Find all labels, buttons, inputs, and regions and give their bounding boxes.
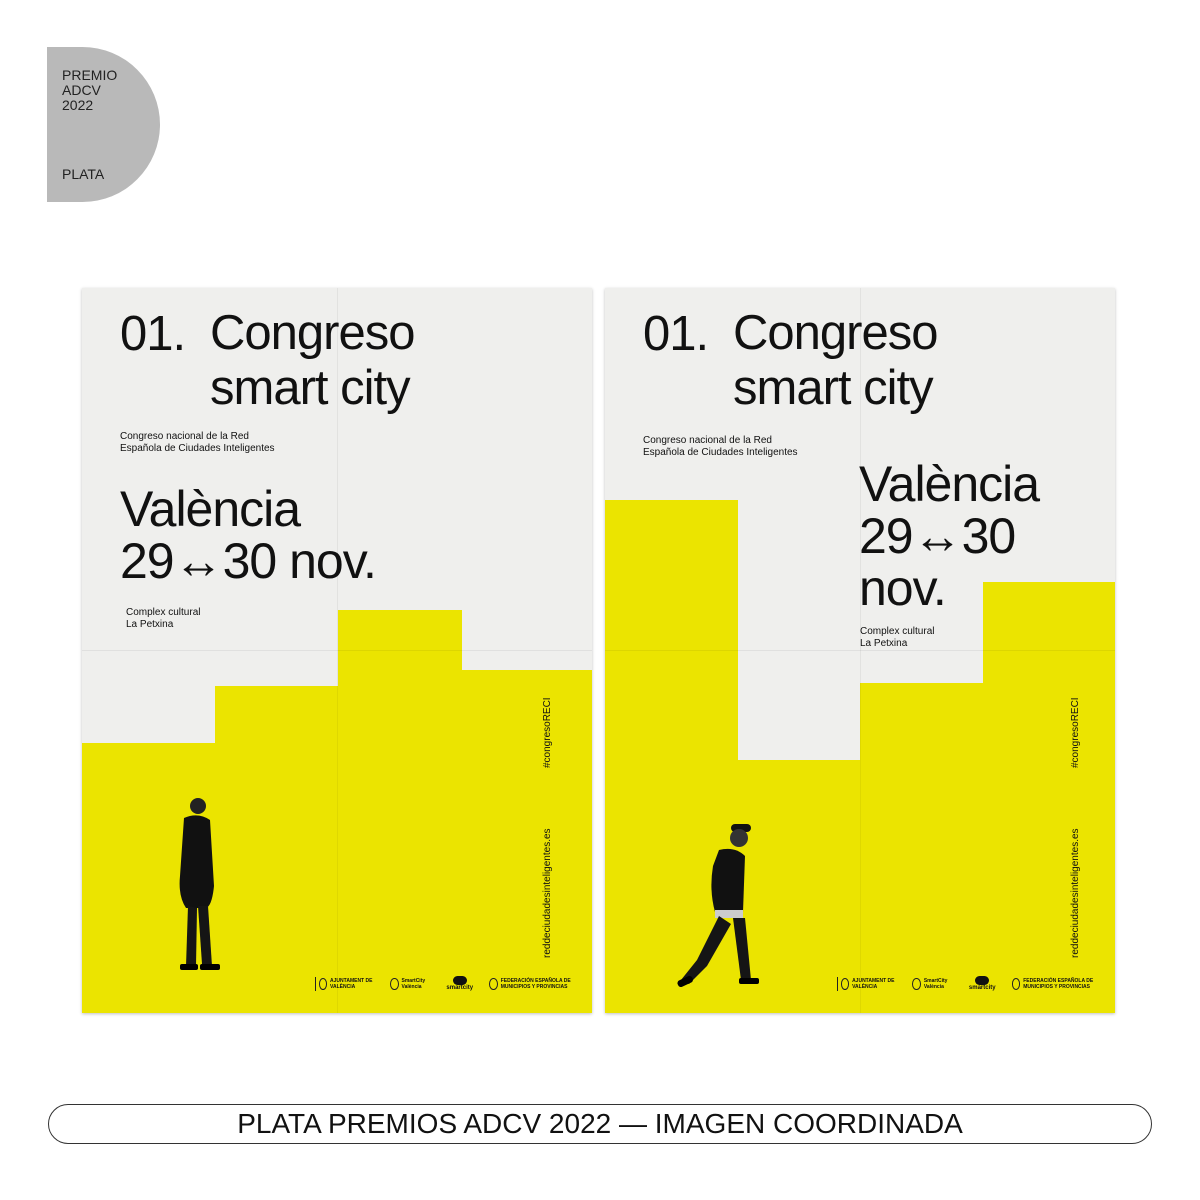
- badge-line-2: ADCV: [62, 82, 101, 98]
- badge-line-1: PREMIO: [62, 67, 118, 83]
- event-dates: 29↔30 nov.: [120, 533, 377, 589]
- gear-icon: [390, 977, 399, 990]
- hashtag-vertical: #congresoRECI: [1070, 697, 1081, 768]
- fold-line: [605, 650, 1115, 651]
- venue-line-1: Complex cultural: [860, 626, 935, 637]
- hashtag-vertical: #congresoRECI: [542, 697, 553, 768]
- star-ring-icon: [1011, 977, 1021, 990]
- poster-title: Congreso smart city: [733, 306, 938, 416]
- city-name: València: [120, 481, 301, 537]
- title-line-1: Congreso: [210, 306, 415, 360]
- logo-femp: FEDERACIÓN ESPAÑOLA DE MUNICIPIOS Y PROV…: [489, 977, 592, 990]
- venue-line-1: Complex cultural: [126, 607, 201, 618]
- logo-smartcity: smartcity: [446, 976, 473, 991]
- venue: Complex cultural La Petxina: [126, 607, 200, 631]
- title-line-1: Congreso: [733, 306, 938, 360]
- badge-level: PLATA: [62, 166, 105, 182]
- website-vertical: reddeciudadesinteligentes.es: [542, 828, 553, 958]
- award-badge: PREMIO ADCV 2022 PLATA: [47, 47, 160, 202]
- partner-logos: AJUNTAMENT DE VALÈNCIA SmartCity Valènci…: [837, 976, 1115, 991]
- logo-ajuntament: AJUNTAMENT DE VALÈNCIA: [315, 976, 374, 991]
- shield-icon: [318, 977, 328, 990]
- congress-number: 01.: [120, 307, 186, 361]
- poster-title: Congreso smart city: [210, 306, 415, 416]
- poster-right: 01. Congreso smart city Congreso naciona…: [605, 288, 1115, 1013]
- shield-icon: [840, 977, 850, 990]
- subtitle-line-2: Española de Ciudades Inteligentes: [643, 447, 798, 458]
- title-line-2: smart city: [733, 361, 934, 415]
- venue-line-2: La Petxina: [126, 619, 174, 630]
- logo-femp: FEDERACIÓN ESPAÑOLA DE MUNICIPIOS Y PROV…: [1011, 977, 1115, 990]
- logo-smartcity-valencia: SmartCity València: [912, 977, 953, 990]
- poster-city-dates: València 29↔30 nov.: [120, 481, 377, 589]
- partner-logos: AJUNTAMENT DE VALÈNCIA SmartCity Valènci…: [315, 976, 592, 991]
- standing-man-figure: [179, 798, 220, 970]
- yellow-step-1: [215, 686, 592, 746]
- yellow-step-2: [338, 610, 462, 690]
- yellow-step-3: [460, 670, 592, 690]
- subtitle-line-2: Española de Ciudades Inteligentes: [120, 443, 275, 454]
- event-dates: 29↔30: [859, 508, 1016, 564]
- poster-subtitle: Congreso nacional de la Red Española de …: [643, 435, 798, 459]
- star-ring-icon: [489, 977, 498, 990]
- yellow-step-base: [82, 743, 592, 1013]
- website-vertical: reddeciudadesinteligentes.es: [1070, 828, 1081, 958]
- badge-title: PREMIO ADCV 2022: [62, 68, 117, 113]
- event-month: nov.: [859, 560, 947, 616]
- badge-line-3: 2022: [62, 97, 94, 113]
- logo-ajuntament: AJUNTAMENT DE VALÈNCIA: [837, 976, 896, 991]
- subtitle-line-1: Congreso nacional de la Red: [120, 431, 249, 442]
- poster-city-dates: València 29↔30 nov.: [859, 456, 1040, 616]
- logo-smartcity-valencia: SmartCity València: [390, 977, 430, 990]
- poster-subtitle: Congreso nacional de la Red Española de …: [120, 431, 275, 455]
- award-caption: PLATA PREMIOS ADCV 2022 — IMAGEN COORDIN…: [48, 1104, 1152, 1144]
- gear-icon: [912, 977, 921, 990]
- city-name: València: [859, 456, 1040, 512]
- walking-man-figure: [677, 824, 759, 988]
- fold-line: [860, 288, 861, 1013]
- congress-number: 01.: [643, 307, 709, 361]
- subtitle-line-1: Congreso nacional de la Red: [643, 435, 772, 446]
- yellow-step-1: [860, 683, 1115, 763]
- fold-line: [82, 650, 592, 651]
- title-line-2: smart city: [210, 361, 411, 415]
- yellow-step-2: [983, 582, 1115, 687]
- logo-smartcity: smartcity: [969, 976, 996, 991]
- venue-line-2: La Petxina: [860, 638, 908, 649]
- fold-line: [337, 288, 338, 1013]
- poster-left: 01. Congreso smart city Congreso naciona…: [82, 288, 592, 1013]
- speech-bubble-icon: [452, 976, 467, 985]
- venue: Complex cultural La Petxina: [860, 626, 934, 650]
- speech-bubble-icon: [975, 976, 990, 985]
